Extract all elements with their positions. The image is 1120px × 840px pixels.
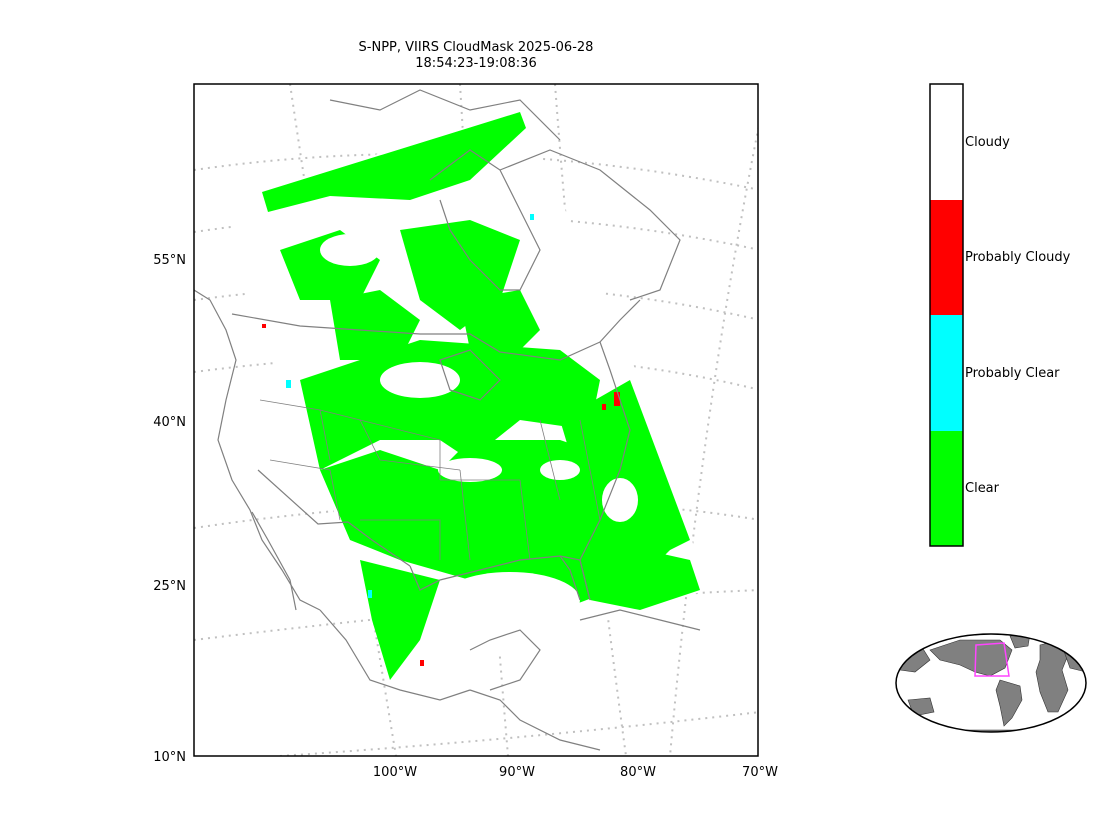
inset-south-america: [995, 679, 1023, 727]
lon-tick-70w: 70°W: [742, 765, 778, 780]
map-panel: [194, 84, 758, 756]
legend-label-probably-cloudy: Probably Cloudy: [965, 250, 1071, 265]
longitude-tick-labels: 100°W 90°W 80°W 70°W: [373, 765, 778, 780]
arctic-islands: [329, 89, 561, 141]
colorbar-probably-cloudy: [930, 200, 963, 315]
central-america: [469, 689, 601, 751]
baja-california: [251, 511, 297, 611]
lon-tick-90w: 90°W: [499, 765, 535, 780]
graticule-lon-70: [669, 124, 758, 756]
inset-globe: [895, 633, 1087, 733]
lon-tick-80w: 80°W: [620, 765, 656, 780]
yucatan: [469, 629, 541, 691]
labrador: [499, 149, 681, 301]
lat-tick-40: 40°N: [153, 415, 186, 430]
cloudy-holes: [320, 234, 638, 628]
colorbar-probably-clear: [930, 315, 963, 431]
inset-north-america: [929, 639, 1013, 677]
probably-cloudy-pixels: [262, 324, 620, 666]
pacific-coast: [194, 289, 321, 611]
lon-tick-100w: 100°W: [373, 765, 417, 780]
us-mexico-border: [257, 469, 411, 567]
legend-label-clear: Clear: [965, 481, 1000, 496]
gulf-coast: [409, 555, 591, 601]
atlantic-coast: [579, 299, 641, 601]
state-lines: [259, 399, 601, 561]
lat-tick-10: 10°N: [153, 750, 186, 765]
colorbar-legend: Cloudy Probably Cloudy Probably Clear Cl…: [929, 83, 1071, 547]
map-title-line2: 18:54:23-19:08:36: [415, 56, 537, 71]
graticule-lat-10: [279, 711, 758, 756]
map-title: S-NPP, VIIRS CloudMask 2025-06-28 18:54:…: [300, 40, 652, 72]
mexico-west-coast: [319, 609, 471, 701]
hudson-bay: [429, 149, 541, 291]
colorbar-clear: [930, 431, 963, 546]
lat-tick-25: 25°N: [153, 579, 186, 594]
probably-clear-pixels: [286, 214, 534, 598]
legend-label-probably-clear: Probably Clear: [965, 366, 1060, 381]
florida: [559, 555, 581, 601]
graticule-lat-50: [194, 213, 758, 251]
great-lakes: [439, 349, 501, 401]
legend-label-cloudy: Cloudy: [965, 135, 1010, 150]
lat-tick-55: 55°N: [153, 253, 186, 268]
inset-swath-outline: [974, 642, 1010, 677]
map-title-line1: S-NPP, VIIRS CloudMask 2025-06-28: [358, 40, 594, 55]
latitude-tick-labels: 55°N 40°N 25°N 10°N: [153, 253, 186, 765]
map-frame: [193, 83, 759, 757]
us-canada-border: [231, 313, 601, 361]
coastlines-and-borders: [194, 89, 701, 751]
colorbar-frame: [929, 83, 964, 547]
cuba: [579, 609, 701, 631]
cloudmask-swath: [228, 110, 708, 690]
colorbar-cloudy: [930, 84, 963, 200]
